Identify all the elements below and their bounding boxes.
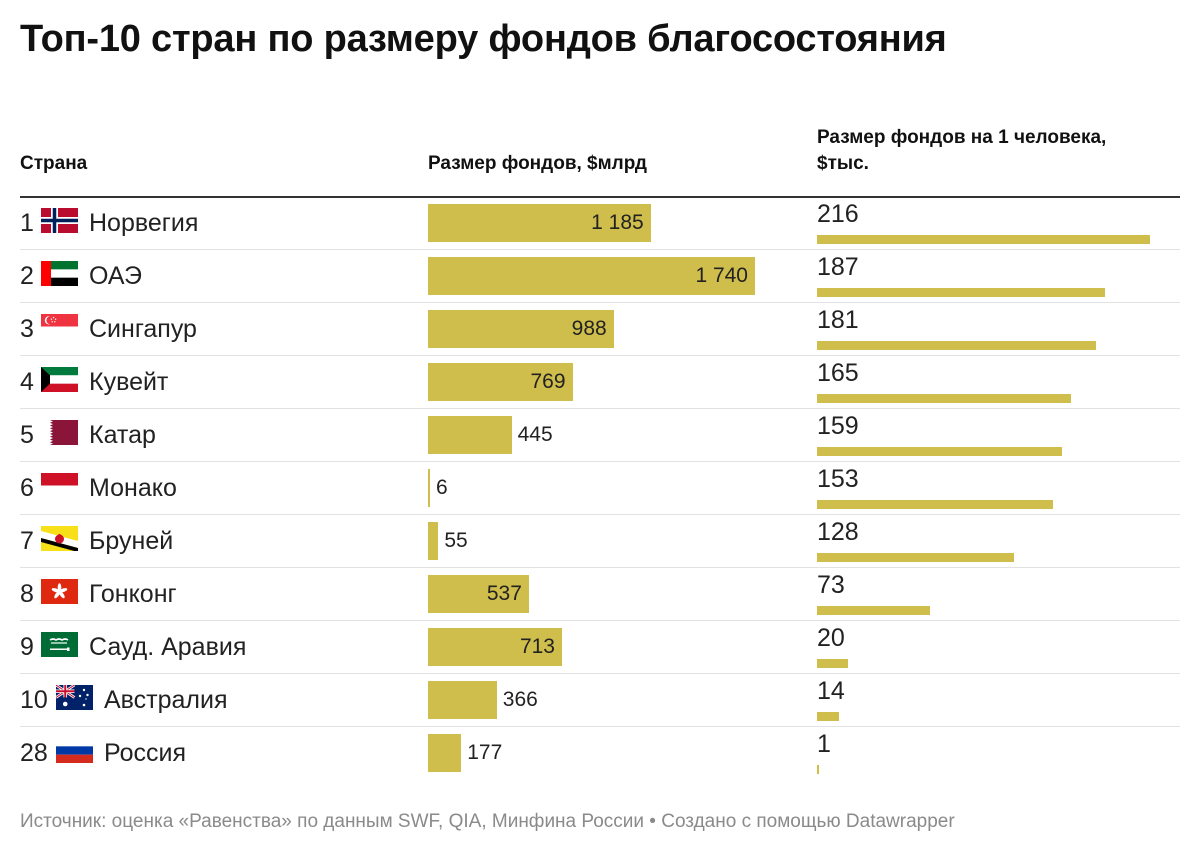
country-name: Кувейт — [89, 368, 169, 396]
table-row: 8 Гонконг 537 73 — [20, 568, 1180, 621]
row-rank: 9 — [20, 633, 34, 661]
fund-value-label: 713 — [519, 635, 555, 658]
per-capita-value-label: 159 — [817, 412, 859, 440]
table-row: 10 Австралия 366 14 — [20, 674, 1180, 727]
country-name: Австралия — [104, 686, 228, 714]
fund-bar — [428, 575, 529, 613]
fund-value-label: 537 — [486, 582, 522, 605]
fund-value-label: 445 — [517, 423, 553, 446]
fund-bar — [428, 416, 512, 454]
table-row: 9 Сауд. Аравия 713 20 — [20, 621, 1180, 674]
fund-bar — [428, 204, 651, 242]
row-rank: 6 — [20, 474, 34, 502]
per-capita-bar — [817, 447, 1063, 456]
row-rank: 2 — [20, 262, 34, 290]
fund-bar — [428, 257, 755, 295]
table-row: 7 Бруней 55 128 — [20, 515, 1180, 568]
monaco-flag-icon — [41, 473, 78, 498]
fund-bar — [428, 628, 562, 666]
per-capita-value-label: 181 — [817, 306, 859, 334]
qatar-flag-icon — [41, 420, 78, 445]
per-capita-bar — [817, 659, 848, 668]
row-rank: 1 — [20, 209, 34, 237]
hongkong-flag-icon — [41, 579, 78, 604]
fund-bar — [428, 734, 462, 772]
uae-flag-icon — [41, 261, 78, 286]
country-name: Бруней — [89, 527, 174, 555]
table-row: 2 ОАЭ 1 740 187 — [20, 250, 1180, 303]
fund-value-label: 6 — [436, 476, 448, 499]
table-row: 6 Монако 6 153 — [20, 462, 1180, 515]
per-capita-bar — [817, 235, 1150, 244]
fund-value-label: 177 — [467, 741, 503, 764]
per-capita-bar — [817, 606, 930, 615]
table-row: 5 Катар 445 159 — [20, 409, 1180, 462]
country-name: Монако — [89, 474, 177, 502]
fund-value-label: 366 — [502, 688, 538, 711]
fund-bar — [428, 681, 497, 719]
header-divider — [20, 196, 1180, 198]
fund-bar — [428, 363, 573, 401]
row-rank: 28 — [20, 739, 48, 767]
row-rank: 4 — [20, 368, 34, 396]
per-capita-value-label: 216 — [817, 200, 859, 228]
column-header-per-capita: Размер фондов на 1 человека, $тыс. — [817, 127, 1107, 174]
saudi-arabia-flag-icon — [41, 632, 78, 657]
per-capita-value-label: 128 — [817, 518, 859, 546]
per-capita-value-label: 1 — [817, 730, 831, 758]
per-capita-bar — [817, 553, 1015, 562]
table-row: 4 Кувейт 769 165 — [20, 356, 1180, 409]
table-row: 1 Норвегия 1 185 216 — [20, 197, 1180, 250]
per-capita-value-label: 14 — [817, 677, 845, 705]
column-header-country: Страна — [20, 153, 88, 174]
fund-bar — [428, 522, 439, 560]
fund-value-label: 988 — [571, 317, 607, 340]
per-capita-value-label: 20 — [817, 624, 845, 652]
row-rank: 3 — [20, 315, 34, 343]
chart-table: 1 Норвегия 1 185 216 2 ОАЭ 1 740 187 3 Сингапур 98… — [20, 197, 1180, 779]
per-capita-value-label: 165 — [817, 359, 859, 387]
table-row: 28 Россия 177 1 — [20, 727, 1180, 779]
norway-flag-icon — [41, 208, 78, 233]
fund-value-label: 769 — [530, 370, 566, 393]
brunei-flag-icon — [41, 526, 78, 551]
fund-value-label: 55 — [444, 529, 468, 552]
per-capita-bar — [817, 341, 1096, 350]
table-row: 3 Сингапур 988 181 — [20, 303, 1180, 356]
fund-value-label: 1 185 — [591, 211, 644, 234]
chart-title: Топ-10 стран по размеру фондов благосост… — [20, 18, 947, 60]
country-name: Россия — [104, 739, 186, 767]
per-capita-bar — [817, 712, 839, 721]
country-name: Гонконг — [89, 580, 177, 608]
country-name: ОАЭ — [89, 262, 142, 290]
per-capita-value-label: 153 — [817, 465, 859, 493]
per-capita-value-label: 73 — [817, 571, 845, 599]
country-name: Сауд. Аравия — [89, 633, 247, 661]
per-capita-value-label: 187 — [817, 253, 859, 281]
fund-bar — [428, 310, 614, 348]
per-capita-bar — [817, 765, 819, 774]
fund-bar — [428, 469, 430, 507]
row-rank: 7 — [20, 527, 34, 555]
kuwait-flag-icon — [41, 367, 78, 392]
russia-flag-icon — [56, 738, 93, 763]
source-note: Источник: оценка «Равенства» по данным S… — [20, 811, 955, 832]
country-name: Норвегия — [89, 209, 199, 237]
singapore-flag-icon — [41, 314, 78, 339]
australia-flag-icon — [56, 685, 93, 710]
fund-value-label: 1 740 — [695, 264, 748, 287]
row-rank: 5 — [20, 421, 34, 449]
column-header-fund: Размер фондов, $млрд — [428, 153, 647, 174]
country-name: Катар — [89, 421, 156, 449]
row-rank: 10 — [20, 686, 48, 714]
per-capita-bar — [817, 288, 1106, 297]
row-rank: 8 — [20, 580, 34, 608]
per-capita-bar — [817, 394, 1072, 403]
per-capita-bar — [817, 500, 1053, 509]
country-name: Сингапур — [89, 315, 197, 343]
